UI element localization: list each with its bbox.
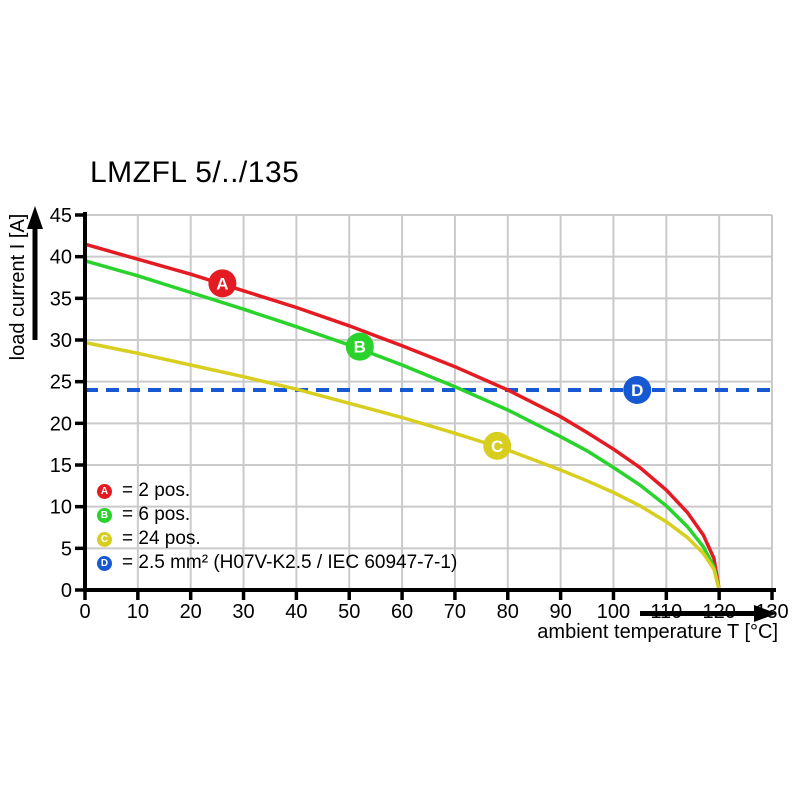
x-tick-label: 20 bbox=[180, 601, 202, 623]
y-tick-label: 10 bbox=[50, 497, 72, 519]
x-tick-label: 30 bbox=[232, 601, 254, 623]
x-axis-arrowhead-icon bbox=[754, 605, 777, 622]
x-tick-label: 10 bbox=[127, 601, 149, 623]
curve-marker-label-a: A bbox=[216, 274, 228, 293]
x-tick-label: 90 bbox=[549, 601, 571, 623]
legend-label: = 2 pos. bbox=[122, 480, 191, 501]
y-axis-label: load current I [A] bbox=[7, 213, 29, 361]
x-tick-label: 50 bbox=[338, 601, 360, 623]
legend-item-c: C = 24 pos. bbox=[97, 527, 457, 551]
y-tick-label: 5 bbox=[61, 538, 72, 560]
legend-marker-c-icon: C bbox=[97, 531, 112, 547]
curve-marker-b bbox=[345, 332, 374, 361]
curve-marker-c bbox=[483, 431, 512, 460]
x-tick-label: 70 bbox=[444, 601, 466, 623]
legend: A = 2 pos. B = 6 pos. C = 24 pos. D = 2.5 mm² (… bbox=[97, 479, 457, 575]
legend-label: = 2.5 mm² (H07V-K2.5 / IEC 60947-7-1) bbox=[122, 552, 458, 573]
series-c-curve bbox=[84, 340, 721, 591]
x-axis-label: ambient temperature T [°C] bbox=[537, 621, 778, 643]
legend-item-d: D = 2.5 mm² (H07V-K2.5 / IEC 60947-7-1) bbox=[97, 551, 457, 575]
x-tick-label: 60 bbox=[391, 601, 413, 623]
y-tick-label: 30 bbox=[50, 330, 72, 352]
x-tick-label: 80 bbox=[497, 601, 519, 623]
legend-item-a: A = 2 pos. bbox=[97, 479, 457, 503]
y-tick-label: 20 bbox=[50, 413, 72, 435]
legend-marker-d-icon: D bbox=[97, 555, 112, 571]
chart-title: LMZFL 5/../135 bbox=[90, 156, 300, 189]
y-tick-label: 0 bbox=[61, 580, 72, 602]
y-axis-arrowhead-icon bbox=[27, 206, 43, 229]
y-tick-label: 35 bbox=[50, 288, 72, 310]
curve-marker-label-c: C bbox=[491, 437, 503, 456]
y-tick-label: 40 bbox=[50, 247, 72, 269]
x-axis-arrow-icon bbox=[640, 611, 756, 616]
x-tick-label: 40 bbox=[285, 601, 307, 623]
legend-item-b: B = 6 pos. bbox=[97, 503, 457, 527]
y-tick-label: 45 bbox=[50, 205, 72, 227]
legend-marker-a-icon: A bbox=[97, 483, 112, 499]
legend-label: = 6 pos. bbox=[122, 504, 191, 525]
y-tick-label: 15 bbox=[50, 455, 72, 477]
curve-marker-d bbox=[623, 376, 652, 404]
y-tick-label: 25 bbox=[50, 372, 72, 394]
curve-marker-label-b: B bbox=[354, 338, 366, 357]
legend-marker-b-icon: B bbox=[97, 507, 112, 523]
legend-label: = 24 pos. bbox=[122, 528, 201, 549]
x-tick-label: 0 bbox=[79, 601, 90, 623]
x-tick-label: 100 bbox=[597, 601, 630, 623]
y-axis-arrow-icon bbox=[32, 226, 38, 340]
curve-marker-label-d: D bbox=[631, 381, 643, 400]
series-b-curve bbox=[84, 259, 721, 591]
curve-marker-a bbox=[208, 269, 237, 298]
